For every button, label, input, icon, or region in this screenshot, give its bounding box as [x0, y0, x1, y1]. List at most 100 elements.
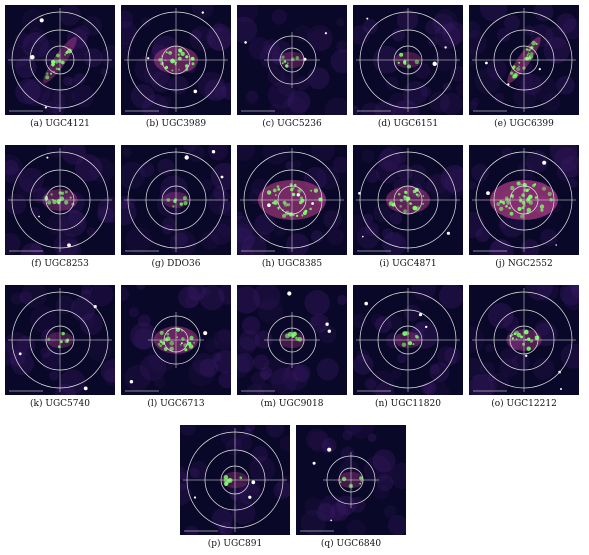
galaxy-image: [353, 145, 463, 255]
sky-noise: [397, 353, 407, 364]
sky-noise: [502, 315, 519, 332]
sky-noise: [68, 77, 77, 87]
sky-noise: [84, 48, 103, 68]
sky-noise: [66, 28, 88, 49]
sky-noise: [15, 78, 41, 105]
sky-noise: [342, 430, 353, 441]
sky-noise: [500, 348, 518, 366]
sky-noise: [239, 330, 260, 351]
sky-noise: [292, 364, 311, 382]
sky-noise: [216, 217, 231, 237]
sky-noise: [365, 222, 379, 236]
sky-noise: [337, 294, 347, 306]
sky-noise: [485, 344, 494, 353]
sky-noise: [10, 352, 34, 376]
sky-noise: [549, 145, 578, 165]
field-star: [425, 325, 428, 329]
sky-noise: [199, 285, 225, 311]
sky-noise: [300, 510, 326, 535]
sky-noise: [259, 366, 273, 380]
sky-noise: [139, 162, 155, 178]
sky-noise: [14, 32, 31, 48]
sky-noise: [368, 370, 395, 395]
sky-noise: [5, 332, 29, 357]
field-star: [203, 331, 208, 336]
sky-noise: [274, 224, 287, 237]
sky-noise: [30, 305, 58, 333]
field-star: [193, 496, 197, 499]
galaxy-image: [237, 5, 347, 115]
sky-noise: [367, 433, 377, 442]
panel-caption: (p) UGC891: [207, 539, 263, 549]
sky-noise: [238, 245, 255, 255]
sky-noise: [267, 81, 295, 109]
sky-noise: [225, 438, 243, 456]
sky-noise: [267, 67, 286, 86]
sky-noise: [268, 103, 283, 115]
sky-noise: [471, 97, 480, 106]
sky-noise: [404, 304, 421, 322]
sky-noise: [150, 48, 168, 67]
sky-noise: [488, 302, 514, 329]
sky-noise: [376, 474, 394, 492]
sky-noise: [59, 369, 86, 395]
field-star: [211, 150, 216, 154]
sky-noise: [258, 298, 284, 324]
sky-noise: [347, 519, 366, 535]
sky-noise: [307, 67, 330, 90]
sky-noise: [498, 220, 508, 229]
sky-noise: [444, 175, 455, 186]
sky-noise: [306, 428, 328, 451]
field-star: [248, 495, 252, 499]
sky-noise: [262, 357, 291, 385]
sky-noise: [324, 97, 347, 115]
field-star: [201, 11, 204, 14]
sky-noise: [429, 362, 450, 383]
sky-noise: [239, 482, 261, 505]
sky-noise: [58, 5, 81, 26]
field-star: [93, 305, 97, 309]
panel-caption: (n) UGC11820: [375, 399, 441, 409]
sky-noise: [213, 349, 231, 374]
galaxy-image: [469, 285, 579, 395]
sky-noise: [237, 16, 258, 43]
sky-noise: [22, 32, 49, 59]
sky-noise: [162, 217, 176, 232]
sky-noise: [450, 66, 463, 82]
figure-panel: [180, 425, 290, 535]
sky-noise: [128, 307, 140, 318]
sky-noise: [304, 290, 330, 316]
field-star: [327, 447, 332, 452]
sky-noise: [340, 446, 355, 461]
field-star: [311, 202, 314, 205]
field-star: [485, 61, 488, 65]
sky-noise: [559, 285, 579, 306]
sky-noise: [410, 321, 438, 349]
galaxy-image: [353, 285, 463, 395]
sky-noise: [560, 156, 579, 178]
sky-noise: [208, 190, 231, 215]
sky-noise: [309, 315, 320, 327]
sky-noise: [349, 425, 374, 439]
sky-noise: [356, 225, 380, 249]
sky-noise: [81, 314, 95, 329]
sky-noise: [237, 145, 256, 161]
sky-noise: [178, 286, 201, 309]
sky-noise: [270, 367, 298, 395]
sky-noise: [568, 179, 578, 188]
sky-noise: [59, 209, 87, 237]
panel-caption: (d) UGC6151: [377, 119, 439, 129]
field-star: [18, 352, 22, 356]
panel-caption: (q) UGC6840: [320, 539, 382, 549]
galaxy-image: [5, 5, 115, 115]
sky-noise: [276, 475, 290, 497]
sky-noise: [266, 425, 285, 438]
figure-panel: [469, 145, 579, 255]
sky-noise: [169, 75, 188, 95]
galaxy-emission: [221, 471, 249, 489]
sky-noise: [245, 425, 256, 432]
galaxy-image: [296, 425, 406, 535]
sky-noise: [389, 212, 403, 225]
sky-noise: [121, 20, 138, 45]
sky-noise: [363, 213, 374, 224]
